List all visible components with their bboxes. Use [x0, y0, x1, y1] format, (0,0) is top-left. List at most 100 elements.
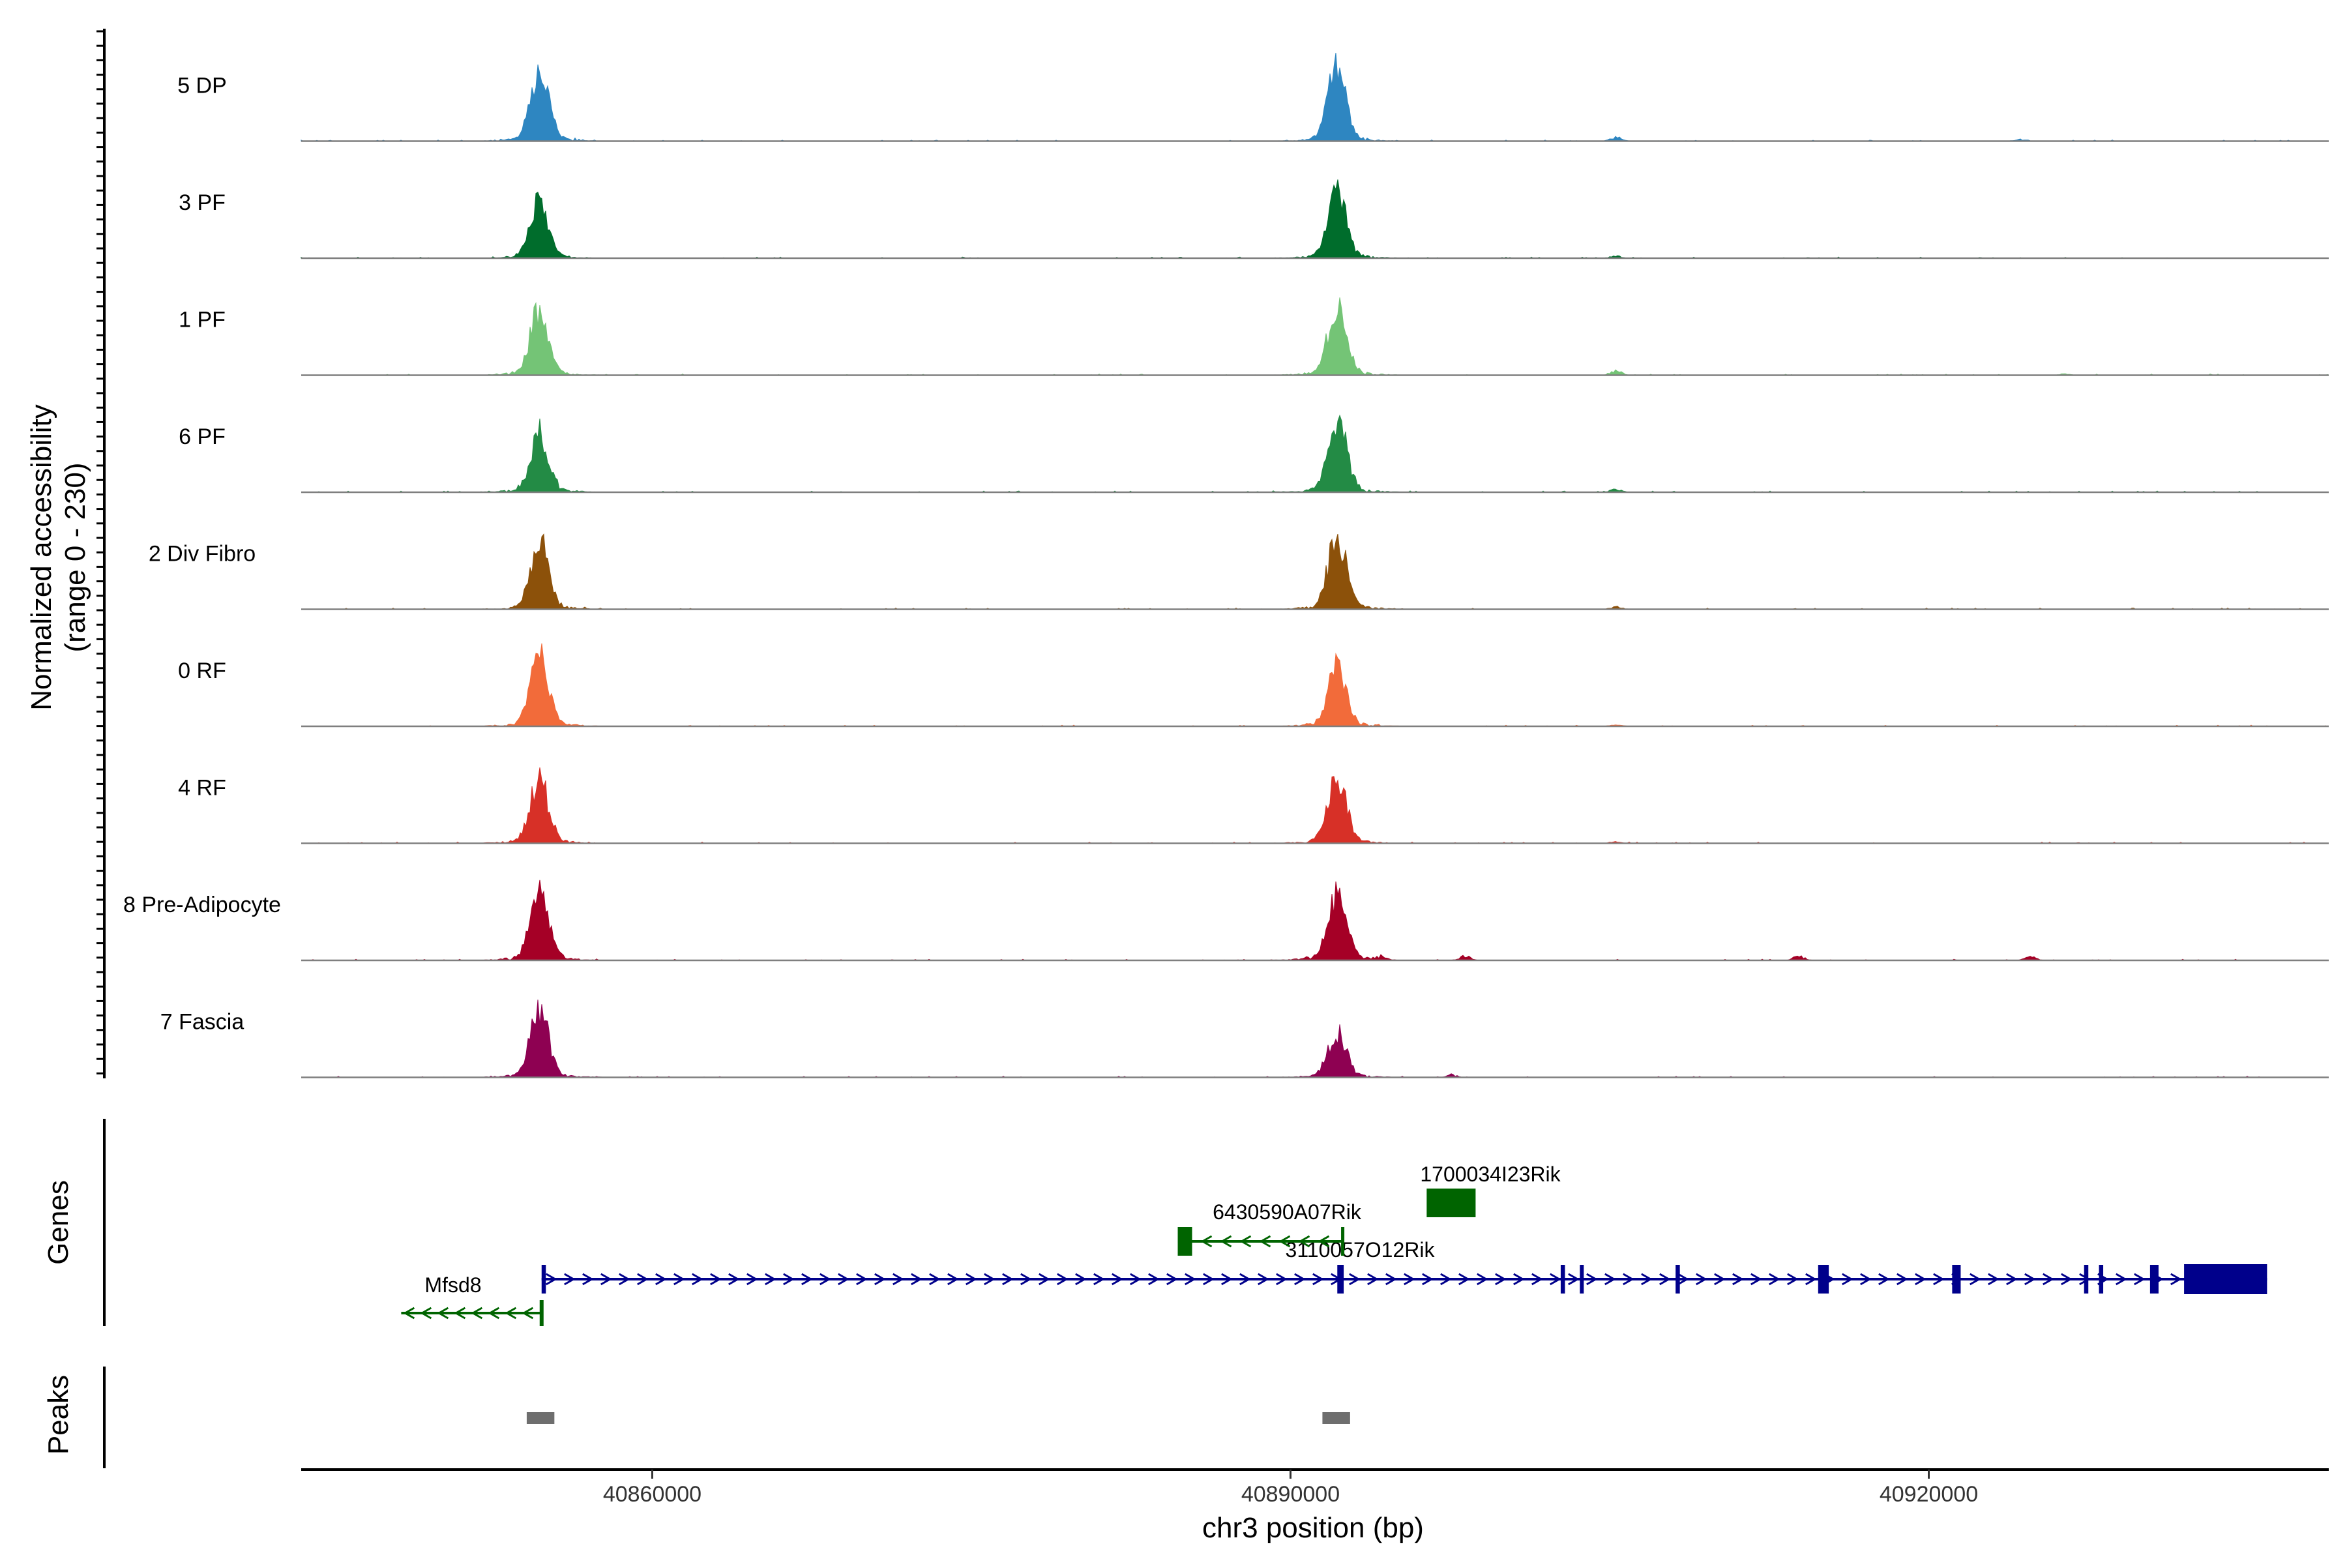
strand-arrow — [1842, 1273, 1853, 1286]
strand-arrow — [655, 1273, 667, 1286]
strand-arrow — [1148, 1273, 1160, 1286]
strand-arrow — [1298, 1235, 1310, 1248]
strand-arrow — [1531, 1273, 1543, 1286]
peaks-axis-label: Peaks — [42, 1375, 74, 1455]
coverage-area — [301, 179, 2329, 259]
strand-arrow — [1112, 1273, 1123, 1286]
strand-arrow — [1586, 1273, 1598, 1286]
strand-arrow — [1513, 1273, 1525, 1286]
coverage-area — [301, 999, 2329, 1078]
strand-arrow — [966, 1273, 977, 1286]
strand-arrow — [765, 1273, 776, 1286]
strand-arrow — [437, 1307, 449, 1320]
gene-exon — [1560, 1265, 1565, 1294]
gene-3110057o12rik: 3110057O12Rik — [541, 1238, 2267, 1294]
y-axis-label-line-1: Normalized accessibility — [25, 404, 57, 710]
strand-arrow — [1312, 1273, 1324, 1286]
gene-6430590a07rik: 6430590A07Rik — [1177, 1200, 1362, 1256]
track-label: 4 RF — [178, 776, 226, 801]
strand-arrow — [947, 1273, 959, 1286]
x-axis: chr3 position (bp) 40860000 40890000 40920… — [301, 1468, 2329, 1544]
y-axis-label: Normalized accessibility (range 0 - 230) — [25, 404, 91, 710]
strand-arrow — [2079, 1273, 2091, 1286]
strand-arrow — [403, 1307, 415, 1320]
strand-arrow — [1477, 1273, 1488, 1286]
strand-arrow — [546, 1273, 557, 1286]
coverage-area — [301, 643, 2329, 727]
strand-arrow — [1203, 1273, 1215, 1286]
strand-arrow — [746, 1273, 758, 1286]
strand-arrow — [1385, 1273, 1397, 1286]
strand-arrow — [2134, 1273, 2146, 1286]
gene-exon — [1818, 1265, 1829, 1294]
strand-arrow — [1495, 1273, 1507, 1286]
peaks-panel: Peaks — [42, 1367, 1350, 1468]
strand-arrow — [1130, 1273, 1142, 1286]
strand-arrow — [1750, 1273, 1762, 1286]
strand-arrow — [1696, 1273, 1707, 1286]
gene-exon — [1580, 1265, 1584, 1294]
strand-arrow — [2170, 1273, 2182, 1286]
strand-arrow — [1623, 1273, 1634, 1286]
strand-arrow — [1422, 1273, 1434, 1286]
gene-exon — [2149, 1265, 2159, 1294]
gene-exon — [2099, 1265, 2104, 1294]
strand-arrow — [1278, 1235, 1291, 1248]
strand-arrow — [1714, 1273, 1726, 1286]
track-0-rf: 0 RF — [178, 643, 2329, 728]
strand-arrow — [1220, 1235, 1232, 1248]
strand-arrow — [1769, 1273, 1780, 1286]
strand-arrow — [1805, 1273, 1817, 1286]
strand-arrow — [1787, 1273, 1799, 1286]
strand-arrow — [1933, 1273, 1945, 1286]
coverage-area — [301, 414, 2329, 493]
strand-arrow — [710, 1273, 722, 1286]
strand-arrow — [1318, 1235, 1330, 1248]
strand-arrow — [838, 1273, 849, 1286]
track-1-pf: 1 PF — [179, 297, 2329, 376]
gene-1700034i23rik: 1700034I23Rik — [1420, 1162, 1561, 1217]
strand-arrow — [1349, 1273, 1361, 1286]
track-label: 7 Fascia — [160, 1010, 244, 1035]
strand-arrow — [420, 1307, 432, 1320]
gene-label: Mfsd8 — [424, 1273, 481, 1297]
genes-axis-label: Genes — [42, 1180, 74, 1265]
strand-arrow — [1239, 1273, 1251, 1286]
gene-exon — [541, 1265, 546, 1294]
strand-arrow — [1458, 1273, 1470, 1286]
gene-exon — [1341, 1227, 1345, 1256]
strand-arrow — [1367, 1273, 1379, 1286]
strand-arrow — [1970, 1273, 1981, 1286]
strand-arrow — [600, 1273, 612, 1286]
gene-label: 6430590A07Rik — [1213, 1200, 1362, 1224]
strand-arrow — [488, 1307, 500, 1320]
strand-arrow — [801, 1273, 813, 1286]
strand-arrow — [1677, 1273, 1689, 1286]
genes-panel: Genes Mfsd8 3110057O12Rik 6430590A07Rik 170… — [42, 1119, 2267, 1326]
strand-arrow — [819, 1273, 831, 1286]
strand-arrow — [564, 1273, 576, 1286]
track-label: 2 Div Fibro — [149, 542, 256, 567]
x-tick-label: 40860000 — [603, 1482, 701, 1507]
strand-arrow — [582, 1273, 594, 1286]
x-tick-label: 40920000 — [1880, 1482, 1978, 1507]
coverage-area — [301, 767, 2329, 844]
strand-arrow — [1200, 1235, 1213, 1248]
strand-arrow — [1002, 1273, 1014, 1286]
gene-exon — [539, 1300, 544, 1326]
coverage-area — [301, 880, 2329, 961]
strand-arrow — [1659, 1273, 1671, 1286]
track-label: 1 PF — [179, 308, 226, 333]
strand-arrow — [1276, 1273, 1288, 1286]
track-5-dp: 5 DP — [177, 53, 2329, 142]
coverage-area — [301, 533, 2329, 610]
peak-region — [526, 1412, 555, 1424]
strand-arrow — [1860, 1273, 1872, 1286]
coverage-area — [301, 53, 2329, 142]
strand-arrow — [505, 1307, 517, 1320]
strand-arrow — [1604, 1273, 1616, 1286]
track-8-pre-adipocyte: 8 Pre-Adipocyte — [123, 880, 2329, 962]
strand-arrow — [1550, 1273, 1561, 1286]
y-axis-label-line-2: (range 0 - 230) — [59, 462, 91, 652]
